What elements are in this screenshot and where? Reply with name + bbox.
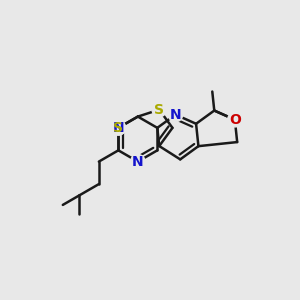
Text: S: S	[113, 121, 123, 135]
Text: S: S	[154, 103, 164, 117]
Circle shape	[168, 107, 183, 122]
Text: O: O	[229, 113, 241, 127]
Circle shape	[228, 112, 242, 127]
Circle shape	[111, 121, 125, 135]
Text: N: N	[170, 108, 181, 122]
Circle shape	[111, 121, 125, 135]
Text: N: N	[112, 121, 124, 135]
Circle shape	[130, 154, 145, 169]
Text: N: N	[132, 154, 144, 169]
Circle shape	[152, 102, 166, 117]
